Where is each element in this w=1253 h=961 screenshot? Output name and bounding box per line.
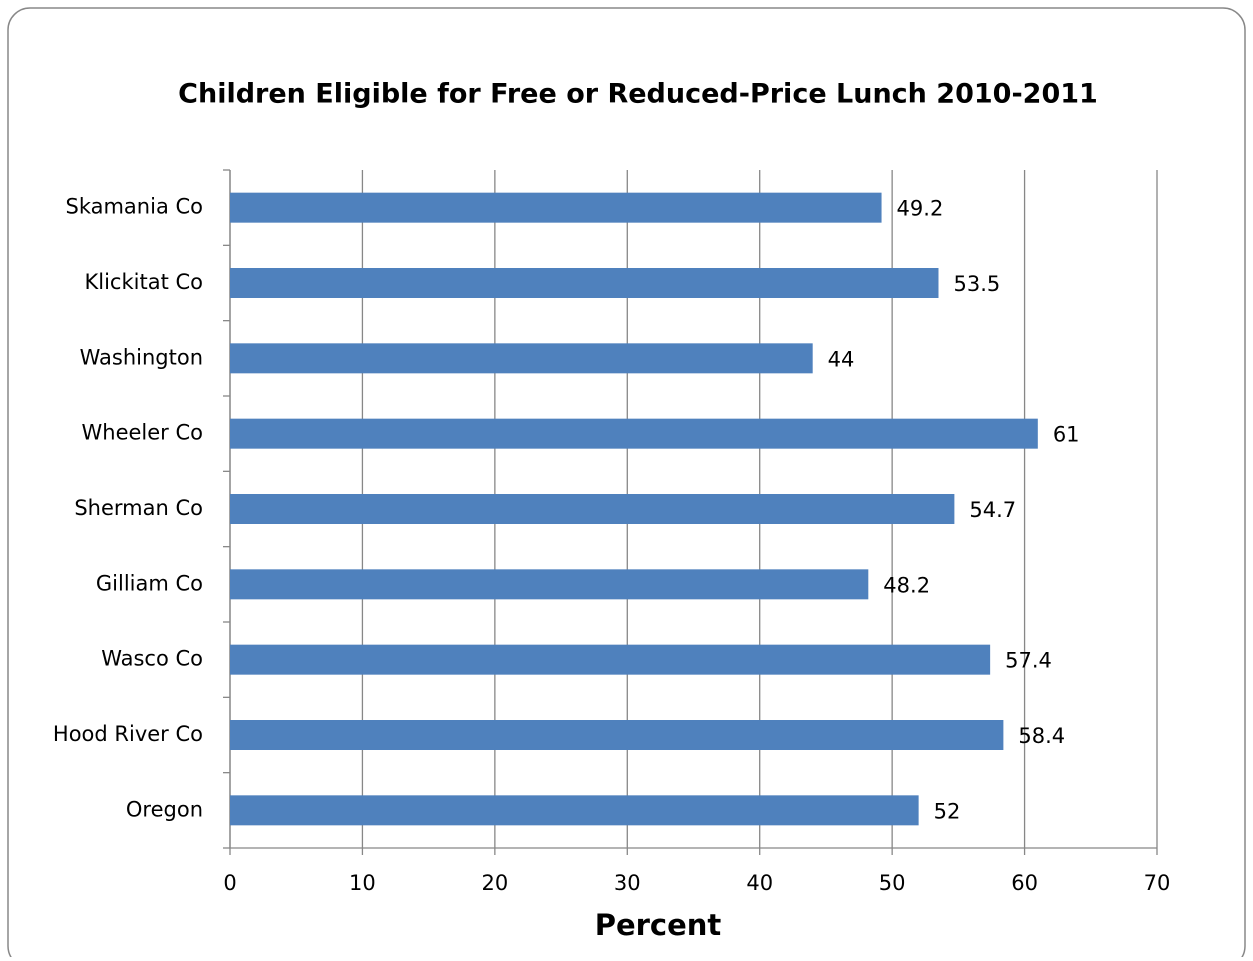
data-label: 58.4 (1018, 724, 1065, 748)
x-tick-label: 50 (879, 871, 906, 895)
bar (230, 720, 1004, 750)
x-tick-label: 20 (481, 871, 508, 895)
y-tick-label: Washington (80, 345, 203, 369)
y-tick-label: Sherman Co (74, 496, 203, 520)
y-tick-label: Oregon (126, 797, 203, 821)
x-tick-label: 30 (614, 871, 641, 895)
y-tick-label: Skamania Co (65, 195, 203, 219)
data-label: 57.4 (1005, 649, 1052, 673)
y-tick-label: Wheeler Co (82, 421, 204, 445)
chart-title: Children Eligible for Free or Reduced-Pr… (178, 79, 1098, 110)
x-tick-label: 60 (1011, 871, 1038, 895)
bar (230, 569, 869, 600)
x-tick-label: 10 (349, 871, 376, 895)
y-tick-label: Gilliam Co (96, 571, 203, 595)
x-tick-label: 40 (746, 871, 773, 895)
data-label: 44 (828, 347, 855, 371)
data-label: 61 (1053, 423, 1080, 447)
bar (230, 644, 991, 675)
bar (230, 343, 813, 374)
data-label: 53.5 (953, 272, 1000, 296)
data-label: 52 (934, 799, 961, 823)
x-axis-label: Percent (595, 908, 722, 942)
bar (230, 418, 1038, 449)
x-tick-label: 70 (1144, 871, 1171, 895)
data-label: 54.7 (969, 498, 1016, 522)
y-tick-label: Wasco Co (101, 647, 203, 671)
bar (230, 795, 919, 826)
y-tick-label: Klickitat Co (84, 270, 203, 294)
data-label: 49.2 (897, 197, 944, 221)
bar (230, 494, 955, 524)
bar (230, 268, 939, 298)
data-label: 48.2 (883, 573, 930, 597)
y-tick-label: Hood River Co (53, 722, 203, 746)
bar (230, 192, 882, 223)
x-tick-label: 0 (223, 871, 236, 895)
